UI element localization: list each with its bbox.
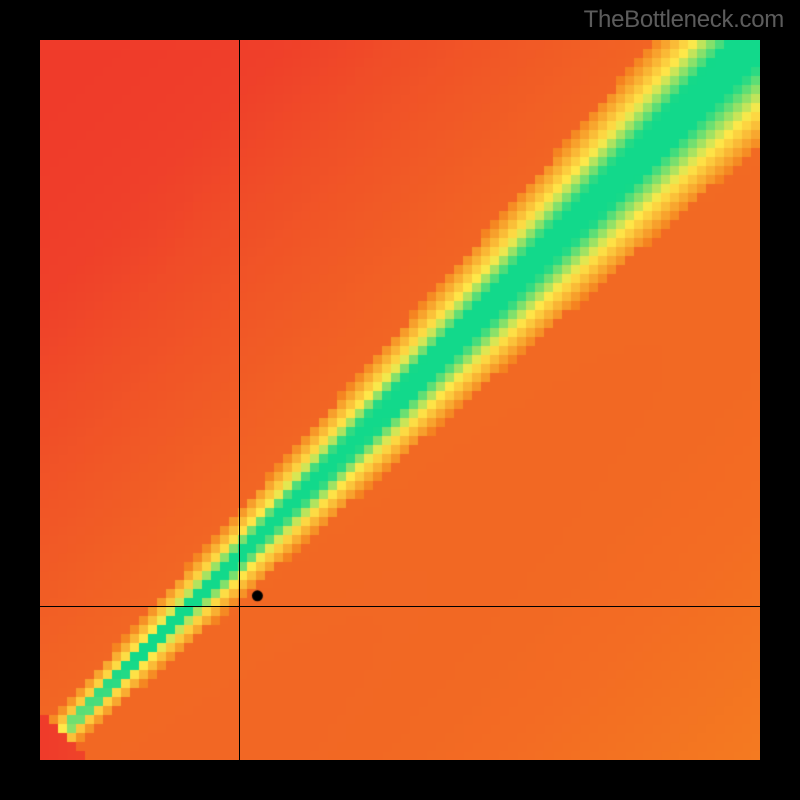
plot-area xyxy=(40,40,760,760)
chart-outer-frame: TheBottleneck.com xyxy=(0,0,800,800)
watermark-text: TheBottleneck.com xyxy=(584,6,784,34)
marker-canvas xyxy=(40,40,760,760)
